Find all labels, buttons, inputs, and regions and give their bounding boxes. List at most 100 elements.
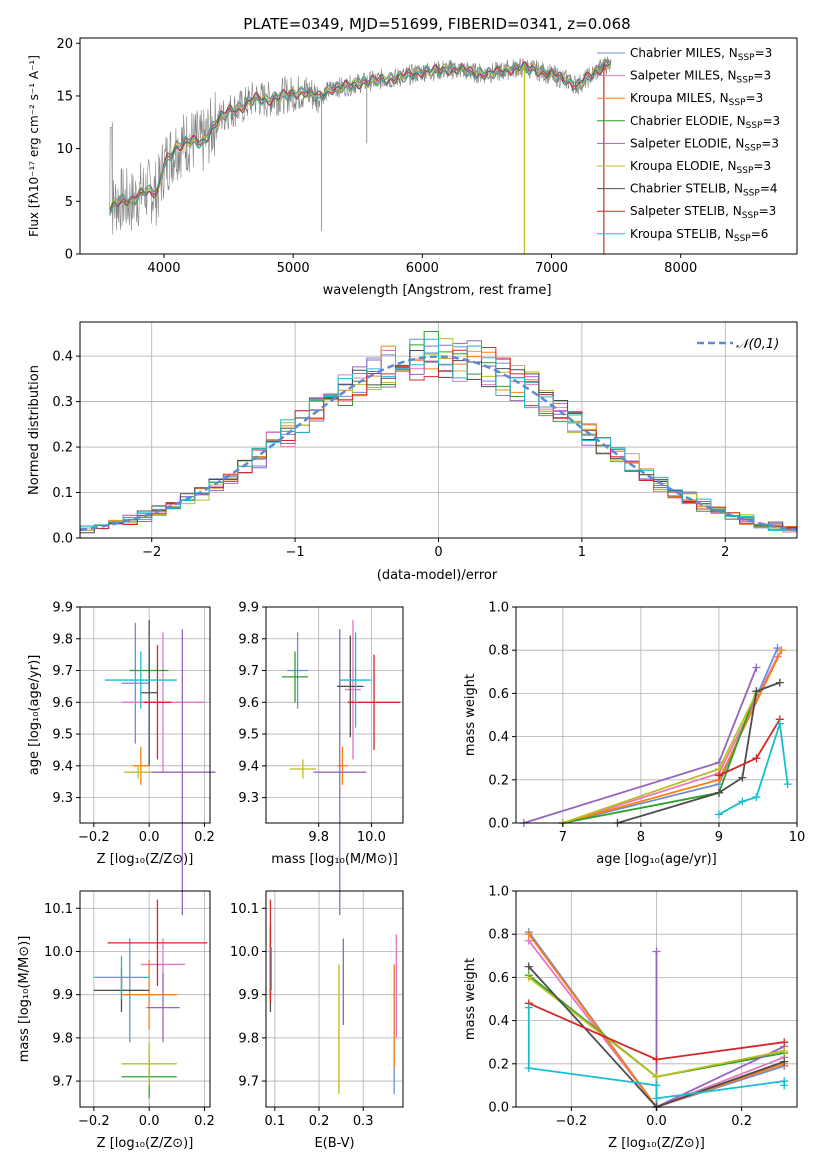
x-tick-label: 0.0 <box>139 830 160 845</box>
weight-marker <box>524 973 533 982</box>
x-tick-label: 0.0 <box>139 1114 160 1129</box>
normal-curve <box>79 355 798 532</box>
y-tick-label: 0.0 <box>52 532 73 547</box>
legend-entry: Chabrier STELIB, NSSP=4 <box>630 182 778 199</box>
weight-marker <box>752 687 761 696</box>
y-tick-label: 9.8 <box>238 632 259 647</box>
weight-marker <box>652 1055 661 1064</box>
y-tick-label: 10.1 <box>230 902 259 917</box>
y-tick-label: 9.9 <box>238 601 259 616</box>
grid <box>80 606 210 823</box>
y-tick-label: 10.1 <box>44 902 73 917</box>
y-tick-label: 0.2 <box>488 1057 509 1072</box>
x-tick-label: −0.2 <box>78 830 110 845</box>
grid <box>266 606 403 823</box>
observed-spectrum <box>109 56 610 235</box>
weight-marker <box>714 810 723 819</box>
weight-marker <box>652 1081 661 1090</box>
y-tick-label: 9.9 <box>52 988 73 1003</box>
weight-marker <box>752 663 761 672</box>
weight-marker <box>524 1003 533 1012</box>
x-axis-label: age [log₁₀(age/yr)] <box>596 852 717 867</box>
weight-lines <box>519 644 792 827</box>
legend-entry: Salpeter STELIB, NSSP=3 <box>630 204 776 221</box>
y-tick-label: 9.7 <box>52 664 73 679</box>
residuals-ylabel: Normed distribution <box>27 365 42 495</box>
x-tick-label: 8 <box>637 830 645 845</box>
y-tick-label: 0.4 <box>488 730 509 745</box>
residual-histogram <box>80 350 797 534</box>
y-tick-label: 10 <box>56 142 73 157</box>
y-tick-label: 9.6 <box>238 696 259 711</box>
x-tick-label: 10 <box>789 830 806 845</box>
y-tick-label: 1.0 <box>488 885 509 900</box>
weight-marker <box>738 773 747 782</box>
x-tick-label: 0 <box>434 545 442 560</box>
x-tick-label: 4000 <box>147 261 180 276</box>
y-tick-label: 9.4 <box>238 759 259 774</box>
grid <box>80 891 210 1107</box>
normal-legend-label: 𝒩(0,1) <box>736 337 779 352</box>
weight-marker <box>524 930 533 939</box>
error-bars <box>269 899 398 1095</box>
y-tick-label: 0.4 <box>488 1014 509 1029</box>
legend-entry: Kroupa STELIB, NSSP=6 <box>630 227 768 244</box>
legend-entry: Chabrier ELODIE, NSSP=3 <box>630 114 780 131</box>
spectrum-panel: 4000 5000 6000 7000 8000 0 5 10 15 20 wavelength … <box>27 37 798 298</box>
mass-age-panel: 9.8 10.0 9.3 9.4 9.5 9.6 9.7 9.8 9.9 mass [log₁₀(… <box>238 601 404 916</box>
weight-marker <box>780 1057 789 1066</box>
weight-marker <box>524 962 533 971</box>
x-tick-label: 0.1 <box>264 1114 285 1129</box>
y-tick-label: 0.8 <box>488 644 509 659</box>
x-tick-label: 0.2 <box>731 1114 752 1129</box>
x-axis-label: Z [log₁₀(Z/Z⊙)] <box>608 1136 705 1151</box>
weight-line <box>523 667 758 824</box>
weight-line <box>562 656 779 824</box>
z-age-panel: −0.2 0.0 0.2 9.3 9.4 9.5 9.6 9.7 9.8 9.9 Z [log₁₀(… <box>27 601 216 916</box>
y-tick-label: 0.0 <box>488 817 509 832</box>
y-tick-label: 0.1 <box>52 486 73 501</box>
y-axis-label: age [log₁₀(age/yr)] <box>27 655 42 776</box>
weight-marker <box>524 1064 533 1073</box>
model-spectrum-line <box>109 59 612 213</box>
y-tick-label: 9.8 <box>52 1031 73 1046</box>
x-tick-label: −2 <box>142 545 161 560</box>
y-axis-label: mass weight <box>463 958 478 1040</box>
z-mass-panel: −0.2 0.0 0.2 9.7 9.8 9.9 10.0 10.1 Z [log₁₀(Z/Z⊙… <box>17 890 215 1151</box>
y-tick-label: 0.6 <box>488 971 509 986</box>
x-tick-label: 9.8 <box>308 830 329 845</box>
y-tick-label: 9.3 <box>238 791 259 806</box>
y-tick-label: 10.0 <box>44 945 73 960</box>
y-tick-label: 0.3 <box>52 395 73 410</box>
error-bars <box>93 899 208 1099</box>
spectrum-legend: Chabrier MILES, NSSP=3 Salpeter MILES, NS… <box>597 46 780 244</box>
weight-line <box>562 647 779 824</box>
ebv-mass-panel: 0.1 0.2 0.3 9.7 9.8 9.9 10.0 10.1 E(B-V) <box>230 890 404 1151</box>
x-axis-label: mass [log₁₀(M/M⊙)] <box>271 852 398 867</box>
legend-entry: Kroupa MILES, NSSP=3 <box>630 91 763 108</box>
y-axis-label: mass [log₁₀(M/M⊙)] <box>17 936 32 1063</box>
x-tick-label: 2 <box>721 545 729 560</box>
axes-frame <box>515 606 798 824</box>
weight-marker <box>783 780 792 789</box>
residuals-panel: −2 −1 0 1 2 0.0 0.1 0.2 0.3 0.4 (data-model)/erro… <box>27 321 798 583</box>
legend-entry: Kroupa ELODIE, NSSP=3 <box>630 159 771 176</box>
y-tick-label: 9.9 <box>238 988 259 1003</box>
x-axis-label: E(B-V) <box>314 1136 354 1151</box>
legend-entry: Chabrier MILES, NSSP=3 <box>630 46 772 63</box>
y-tick-label: 9.7 <box>52 1075 73 1090</box>
y-tick-label: 9.7 <box>238 1075 259 1090</box>
weight-marker <box>752 754 761 763</box>
weight-marker <box>652 1072 661 1081</box>
model-spectrum-line <box>109 61 612 210</box>
x-tick-label: 5000 <box>277 261 310 276</box>
residuals-xlabel: (data-model)/error <box>377 568 498 583</box>
x-tick-label: 8000 <box>664 261 697 276</box>
x-tick-label: 0.2 <box>309 1114 330 1129</box>
spectrum-xlabel: wavelength [Angstrom, rest frame] <box>323 283 552 298</box>
age-weight-panel: 7 8 9 10 0.0 0.2 0.4 0.6 0.8 1.0 age [log₁₀(age/yr… <box>463 601 805 868</box>
weight-marker <box>752 793 761 802</box>
legend-entry: Salpeter ELODIE, NSSP=3 <box>630 136 779 153</box>
y-tick-label: 10.0 <box>230 945 259 960</box>
